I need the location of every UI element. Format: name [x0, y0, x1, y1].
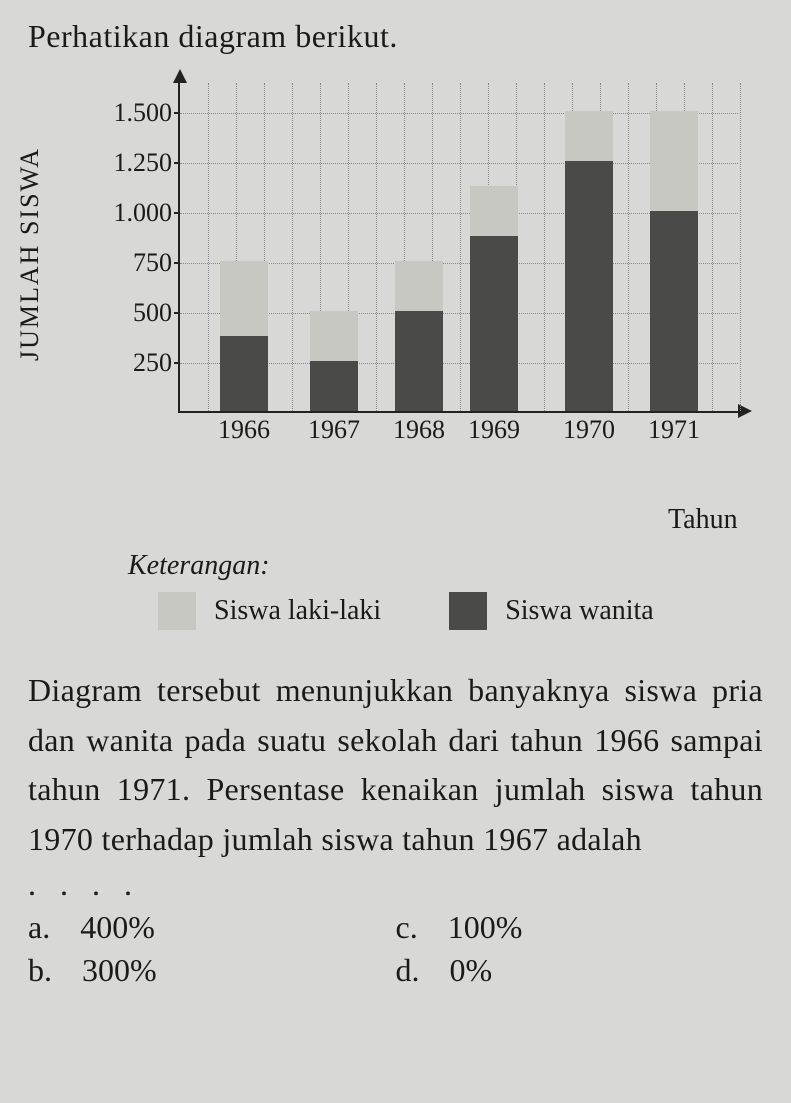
option-b[interactable]: b. 300%	[28, 952, 396, 989]
bar-segment-wanita	[395, 311, 443, 411]
option-value: 100%	[448, 909, 523, 946]
legend-swatch	[449, 592, 487, 630]
grid-line-v	[208, 83, 209, 411]
bar-segment-laki	[565, 111, 613, 161]
x-tick-label: 1971	[648, 411, 700, 445]
option-letter: c.	[396, 909, 418, 946]
x-axis-label: Tahun	[668, 504, 752, 536]
y-tick-mark	[174, 362, 180, 364]
bar-segment-wanita	[220, 336, 268, 411]
grid-line-v	[712, 83, 713, 411]
x-tick-label: 1967	[308, 411, 360, 445]
option-value: 300%	[82, 952, 157, 989]
option-letter: a.	[28, 909, 50, 946]
answer-options: a. 400% c. 100% b. 300% d. 0%	[28, 909, 763, 989]
legend-title: Keterangan:	[128, 550, 763, 582]
bar	[650, 111, 698, 411]
option-a[interactable]: a. 400%	[28, 909, 396, 946]
bar-segment-laki	[395, 261, 443, 311]
grid-line-v	[740, 83, 741, 411]
legend-swatch	[158, 592, 196, 630]
legend-row: Siswa laki-laki Siswa wanita	[158, 592, 763, 630]
y-tick-mark	[174, 112, 180, 114]
option-value: 400%	[80, 909, 155, 946]
y-axis-label: JUMLAH SISWA	[15, 147, 45, 361]
x-tick-label: 1968	[393, 411, 445, 445]
y-tick-mark	[174, 212, 180, 214]
bar	[470, 186, 518, 411]
x-tick-label: 1966	[218, 411, 270, 445]
x-tick-label: 1970	[563, 411, 615, 445]
y-tick-mark	[174, 262, 180, 264]
bar	[565, 111, 613, 411]
x-tick-label: 1969	[468, 411, 520, 445]
bar-segment-laki	[220, 261, 268, 336]
option-letter: d.	[396, 952, 420, 989]
legend-label: Siswa wanita	[505, 595, 654, 627]
bar	[310, 311, 358, 411]
plot-area: 2505007501.0001.2501.5001966196719681969…	[178, 83, 738, 413]
option-c[interactable]: c. 100%	[396, 909, 764, 946]
y-tick-mark	[174, 162, 180, 164]
legend: Keterangan: Siswa laki-laki Siswa wanita	[128, 550, 763, 630]
bar-segment-laki	[310, 311, 358, 361]
bar-segment-wanita	[310, 361, 358, 411]
grid-line-v	[544, 83, 545, 411]
bar-segment-laki	[470, 186, 518, 236]
y-tick-mark	[174, 312, 180, 314]
y-tick-label: 500	[100, 298, 180, 328]
y-tick-label: 1.500	[100, 98, 180, 128]
bar	[395, 261, 443, 411]
grid-line-v	[460, 83, 461, 411]
option-letter: b.	[28, 952, 52, 989]
bar	[220, 261, 268, 411]
y-tick-label: 1.000	[100, 198, 180, 228]
legend-label: Siswa laki-laki	[214, 595, 381, 627]
option-value: 0%	[450, 952, 493, 989]
grid-line-v	[376, 83, 377, 411]
y-tick-label: 1.250	[100, 148, 180, 178]
y-tick-label: 250	[100, 348, 180, 378]
question-text: Diagram tersebut menunjukkan banyaknya s…	[28, 666, 763, 864]
arrow-up-icon	[173, 69, 187, 83]
option-d[interactable]: d. 0%	[396, 952, 764, 989]
bar-segment-laki	[650, 111, 698, 211]
page-title: Perhatikan diagram berikut.	[28, 18, 763, 55]
y-tick-label: 750	[100, 248, 180, 278]
bar-segment-wanita	[470, 236, 518, 411]
grid-line-v	[628, 83, 629, 411]
grid-line-v	[292, 83, 293, 411]
bar-segment-wanita	[565, 161, 613, 411]
ellipsis: . . . .	[28, 866, 763, 903]
bar-chart: JUMLAH SISWA 2505007501.0001.2501.500196…	[48, 73, 748, 468]
bar-segment-wanita	[650, 211, 698, 411]
